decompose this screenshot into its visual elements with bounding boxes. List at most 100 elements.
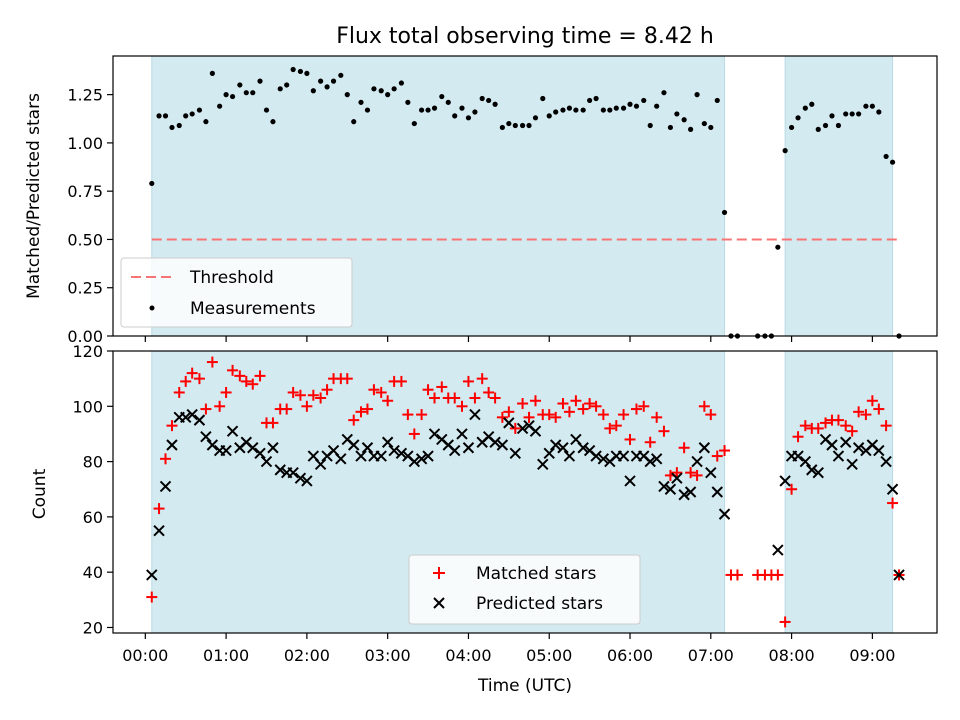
predicted-star-point [462,442,475,454]
bottom-x-label: Time (UTC) [477,676,572,696]
measurement-point [277,86,283,92]
matched-star-point [618,409,630,421]
matched-star-point [456,400,468,412]
measurement-point [829,113,835,119]
predicted-star-point [361,442,374,454]
bottom-legend-box [408,554,641,625]
measurements-legend-label: Measurements [190,299,316,319]
predicted-star-point [503,417,515,429]
matched-star-point [719,445,731,457]
measurement-point [876,109,882,115]
top-axes-frame [112,55,938,337]
y-tick-label: 0.50 [67,230,103,249]
predicted-star-point [469,408,481,421]
matched-legend-label: Matched stars [476,564,596,584]
predicted-star-point [577,442,589,454]
matched-star-point [786,483,798,495]
predicted-star-point [260,455,273,468]
matched-star-point [449,392,461,404]
predicted-star-point [812,466,824,479]
measurement-point [263,107,270,113]
measurement-point [795,115,801,121]
measurement-point [378,88,384,94]
matched-star-point [873,403,885,415]
matched-star-point [691,469,703,481]
predicted-star-point [886,483,899,495]
measurement-point [405,99,411,105]
predicted-legend-icon [433,597,445,609]
predicted-star-point [644,455,656,468]
matched-star-point [180,375,192,387]
predicted-star-point [529,425,542,437]
x-tick-label: 00:00 [122,646,168,665]
matched-star-point [173,386,185,398]
y-tick-label: 80 [83,453,103,472]
measurement-point [889,159,896,165]
matched-star-point [382,395,394,407]
measurement-point [445,99,451,105]
matched-star-point [630,403,642,415]
measurement-point [486,97,492,104]
measurement-point [229,93,236,100]
measurement-point [310,88,316,94]
measurement-point [654,103,660,109]
predicted-star-point [301,475,313,487]
measurement-point [203,119,209,125]
predicted-stars-points [146,408,905,581]
x-tick-label: 06:00 [607,646,653,665]
matched-star-point [247,378,259,390]
predicted-star-point [779,475,791,487]
measurement-point [209,70,215,76]
y-tick-label: 0.00 [67,327,103,346]
matched-star-point [429,392,441,404]
predicted-star-point [543,447,555,460]
top-legend: Threshold Measurements [120,257,353,328]
predicted-star-point [247,442,259,454]
top-legend-box [120,257,353,328]
measurement-point [661,90,667,96]
predicted-star-point [597,453,610,465]
predicted-star-point [422,450,434,462]
measurement-point [714,97,720,104]
measurement-point [633,103,640,109]
measurement-point [250,90,256,96]
matched-star-point [523,411,535,423]
bottom-legend: Matched stars Predicted stars [408,554,641,625]
predicted-star-point [496,439,509,451]
matched-star-point [570,395,582,407]
measurement-point [600,107,606,113]
measurement-point [566,105,573,111]
matched-legend-icon [433,567,445,579]
predicted-star-point [650,453,663,465]
matched-star-point [422,384,434,396]
predicted-star-point [314,458,327,471]
measurement-point [371,86,377,92]
predicted-star-point [711,486,723,498]
predicted-star-point [832,450,845,462]
predicted-star-point [826,439,838,451]
measurement-point [465,115,472,121]
top-x-ticks [144,336,873,342]
measurement-point [499,124,505,131]
matched-star-point [436,381,448,393]
predicted-star-point [388,444,400,457]
matched-star-point [550,411,562,423]
measurement-point [512,122,518,129]
y-tick-label: 1.25 [67,86,103,105]
measurement-point [284,82,290,88]
measurement-point [243,90,249,96]
matched-star-point [698,400,710,412]
matched-star-point [234,370,246,382]
measurement-point [162,113,169,119]
measurement-point [176,122,182,129]
predicted-star-point [355,450,367,462]
chart-title: Flux total observing time = 8.42 h [336,24,714,49]
matched-star-point [792,431,804,443]
predicted-star-point [294,472,307,484]
predicted-star-point [193,414,206,426]
matched-star-point [267,417,279,429]
measurement-point [385,92,391,98]
matched-star-point [557,398,569,410]
measurement-point [439,93,445,100]
predicted-star-point [408,455,421,468]
